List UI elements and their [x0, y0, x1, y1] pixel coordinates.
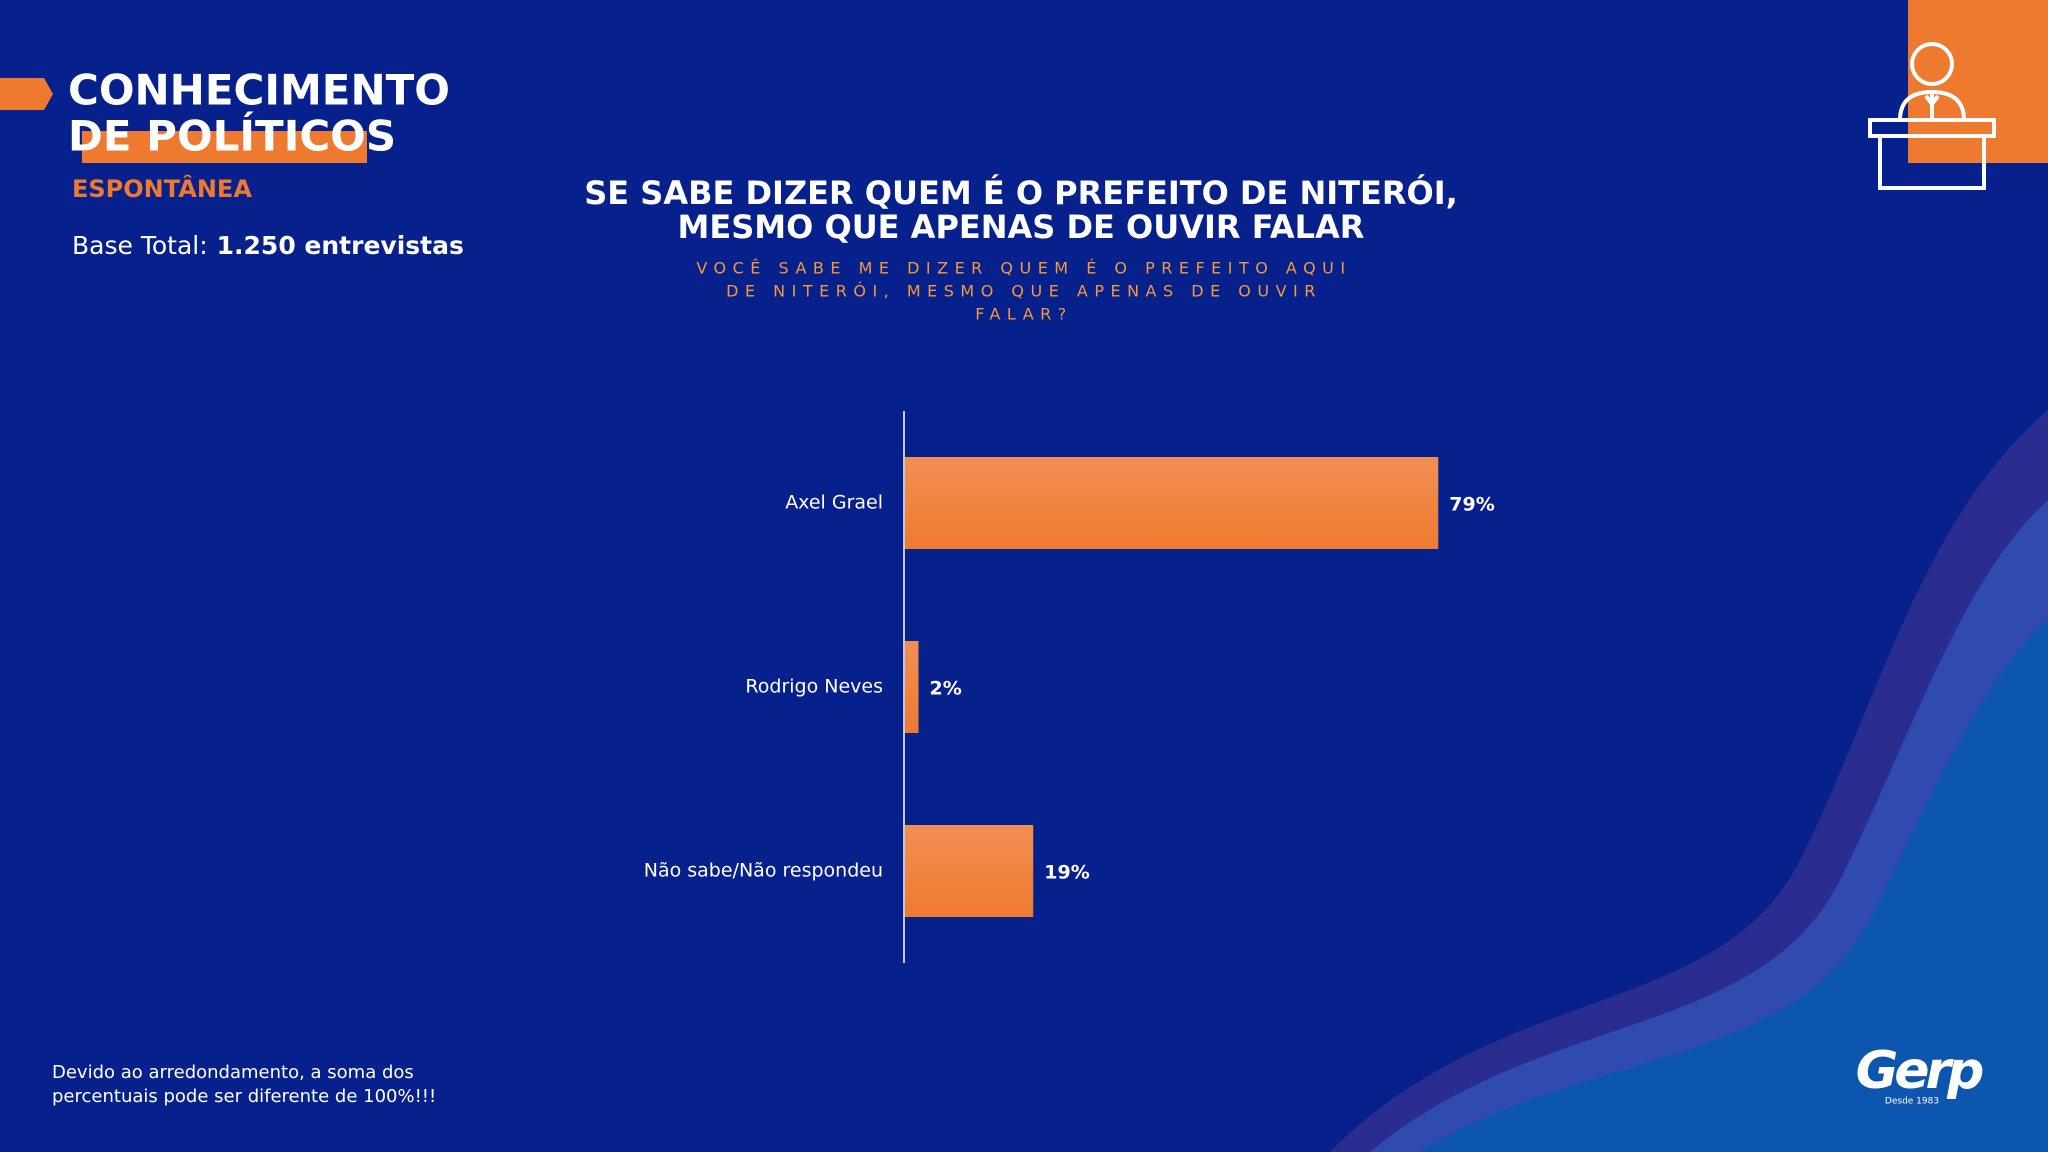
header-subtitle: ESPONTÂNEA: [72, 174, 252, 203]
chart-title: SE SABE DIZER QUEM É O PREFEITO DE NITER…: [584, 173, 1458, 212]
podium-icon: [1868, 42, 1996, 190]
title-highlight: [82, 131, 367, 163]
base-total: Base Total: 1.250 entrevistas: [72, 231, 464, 260]
chart-subtitle: FALAR?: [975, 305, 1073, 324]
value-label: 2%: [930, 678, 962, 700]
base-value: 1.250 entrevistas: [217, 231, 464, 260]
header-title: CONHECIMENTO: [68, 66, 450, 115]
value-label: 19%: [1044, 862, 1089, 884]
header-title: DE POLÍTICOS: [68, 111, 396, 161]
category-label: Não sabe/Não respondeu: [644, 860, 883, 882]
category-label: Rodrigo Neves: [745, 676, 883, 698]
base-label: Base Total:: [72, 231, 208, 260]
bar: [905, 641, 919, 733]
chart-subtitle: VOCÊ SABE ME DIZER QUEM É O PREFEITO AQU…: [696, 259, 1351, 278]
arrow-marker: [0, 78, 53, 110]
bar: [905, 825, 1034, 917]
logo: Gerp: [1856, 1041, 1984, 1101]
bar: [905, 457, 1439, 549]
wave: [1420, 620, 2048, 1152]
chart-subtitle: DE NITERÓI, MESMO QUE APENAS DE OUVIR: [726, 282, 1322, 301]
chart: SE SABE DIZER QUEM É O PREFEITO DE NITER…: [584, 173, 1495, 963]
category-label: Axel Grael: [785, 492, 883, 514]
value-label: 79%: [1449, 494, 1494, 516]
footnote: percentuais pode ser diferente de 100%!!…: [52, 1086, 436, 1107]
footnote: Devido ao arredondamento, a soma dos: [52, 1062, 414, 1083]
chart-title: MESMO QUE APENAS DE OUVIR FALAR: [678, 208, 1365, 246]
icon-panel: [1908, 0, 2048, 163]
logo-since: Desde 1983: [1885, 1097, 1939, 1107]
